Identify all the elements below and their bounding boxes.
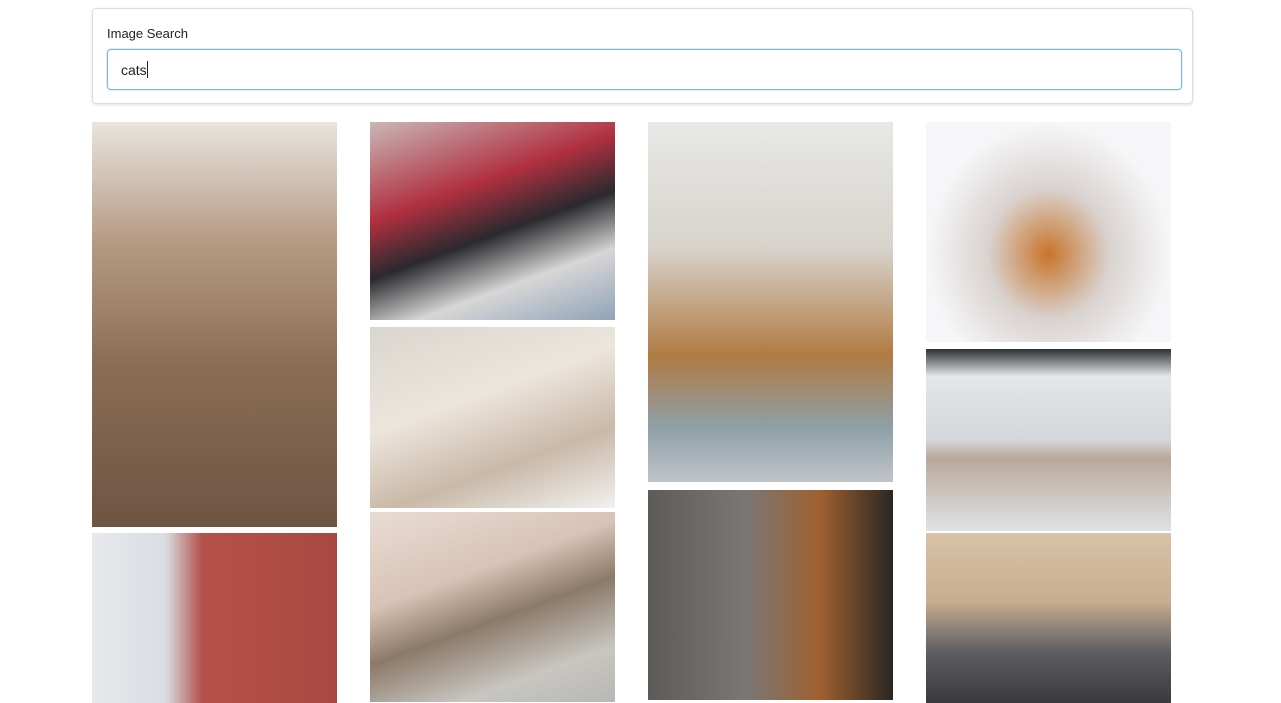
image-result[interactable]	[648, 122, 893, 482]
image-result[interactable]	[370, 512, 615, 702]
image-result[interactable]	[926, 122, 1171, 342]
caret	[146, 61, 148, 78]
image-result[interactable]	[370, 327, 615, 508]
search-query: cats	[121, 62, 147, 78]
search-card: Image Search cats	[92, 8, 1193, 104]
image-result[interactable]	[92, 122, 337, 527]
image-result[interactable]	[648, 490, 893, 700]
image-result[interactable]	[926, 533, 1171, 703]
image-result[interactable]	[92, 533, 337, 703]
search-input[interactable]: cats	[107, 49, 1182, 90]
image-result[interactable]	[926, 349, 1171, 531]
image-result[interactable]	[370, 122, 615, 320]
search-label: Image Search	[107, 26, 188, 41]
